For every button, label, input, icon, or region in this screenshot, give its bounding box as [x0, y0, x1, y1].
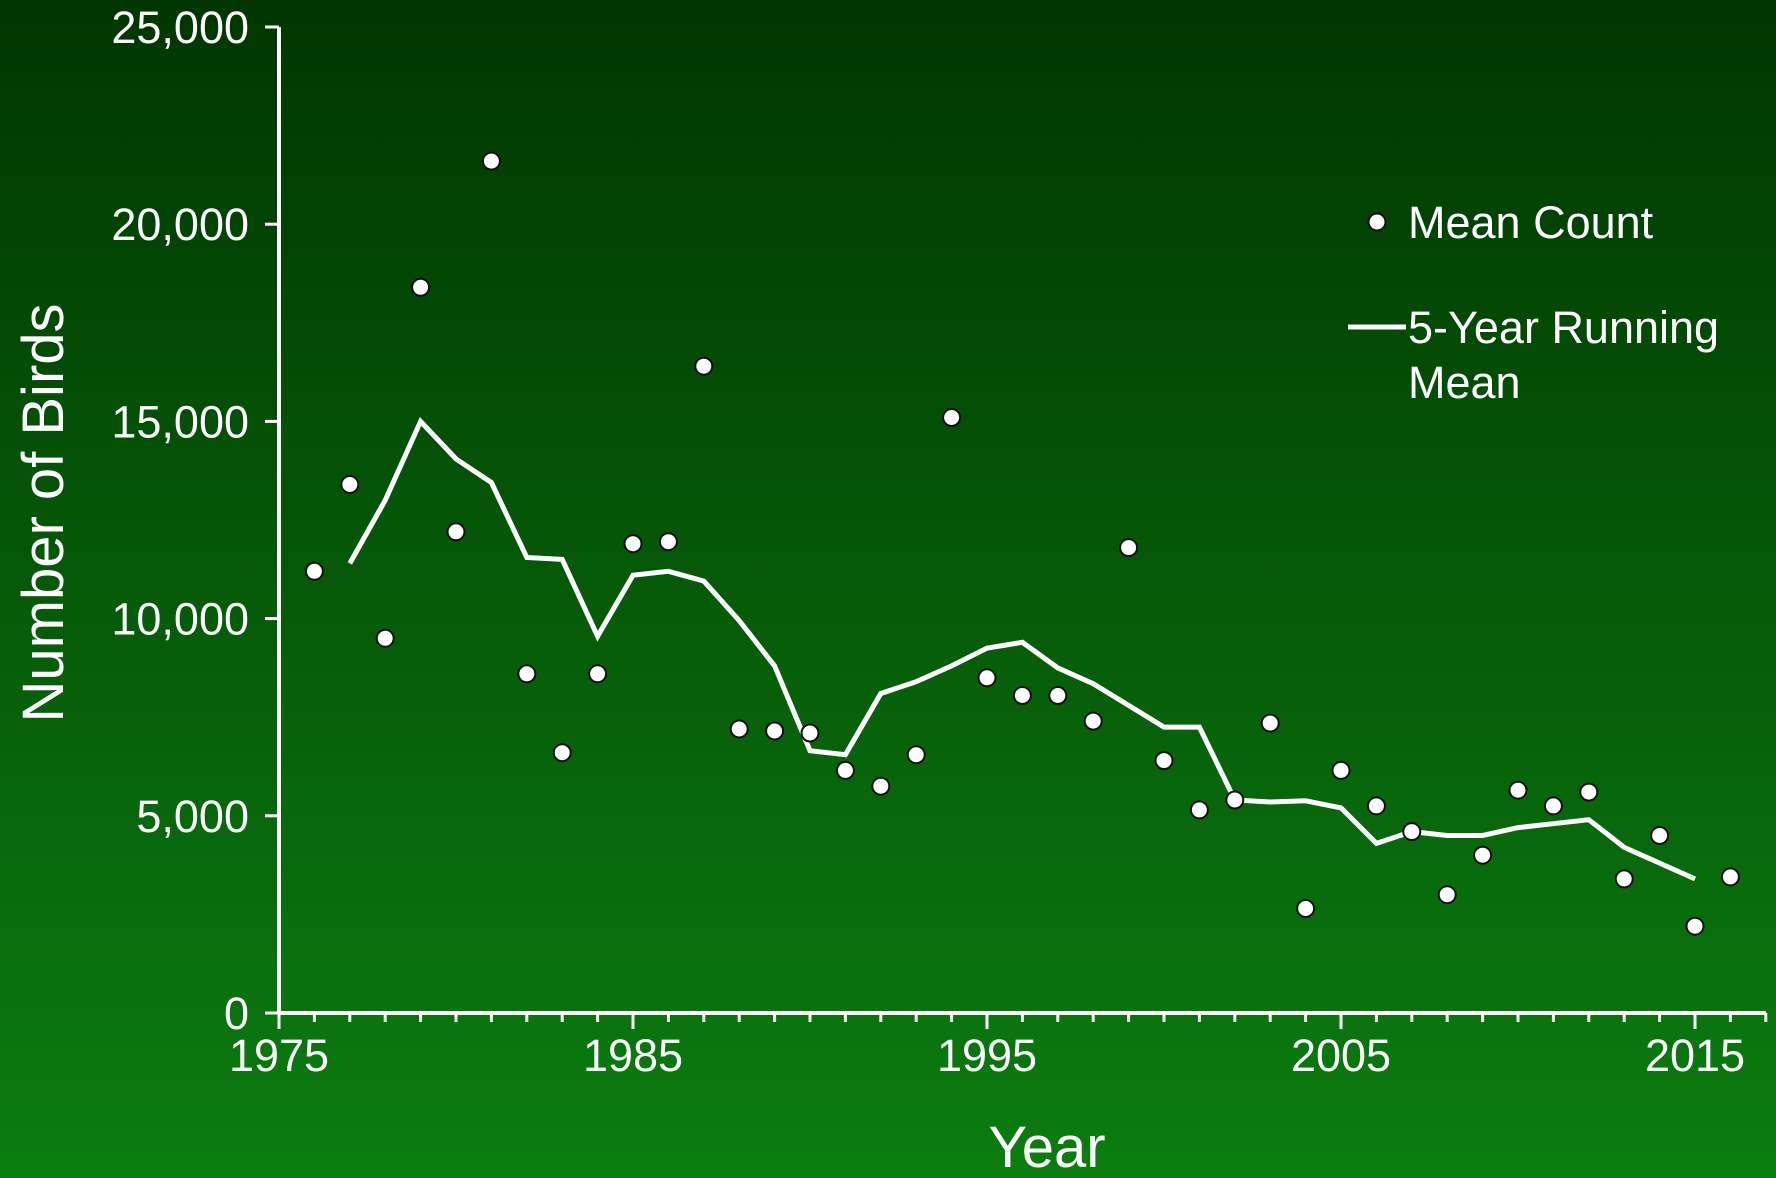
mean-count-point — [1579, 782, 1599, 802]
mean-count-point — [1650, 826, 1670, 845]
mean-count-point — [1012, 686, 1032, 705]
mean-count-point — [765, 721, 785, 741]
y-tick-label: 0 — [224, 988, 249, 1039]
legend-marker-mean-count — [1367, 212, 1387, 232]
y-tick-label: 25,000 — [111, 2, 249, 53]
legend: Mean Count 5-Year Running Mean — [1348, 197, 1719, 408]
mean-count-point — [1437, 885, 1457, 905]
plot-area — [304, 151, 1740, 936]
mean-count-point — [304, 561, 324, 581]
y-tick-label: 20,000 — [111, 199, 249, 250]
running-mean-line — [347, 416, 1697, 882]
x-axis-title: Year — [988, 1115, 1105, 1178]
mean-count-point — [1225, 790, 1245, 810]
mean-count-point — [729, 719, 749, 739]
x-tick-label: 1985 — [583, 1030, 683, 1081]
y-tick-label: 10,000 — [111, 594, 249, 645]
mean-count-point — [623, 534, 643, 554]
mean-count-point — [552, 743, 572, 763]
mean-count-point — [1189, 800, 1209, 820]
mean-count-point — [1331, 760, 1351, 780]
mean-count-point — [588, 664, 608, 684]
mean-count-point — [517, 664, 537, 684]
x-tick-label: 2005 — [1291, 1030, 1391, 1081]
y-tick-label: 5,000 — [136, 791, 249, 842]
y-axis-title: Number of Birds — [11, 303, 76, 722]
mean-count-point — [942, 408, 962, 427]
mean-count-point — [340, 475, 360, 494]
mean-count-point — [375, 628, 395, 648]
mean-count-point — [835, 760, 855, 780]
x-tick-label: 1975 — [229, 1030, 329, 1081]
legend-label-mean-count: Mean Count — [1408, 197, 1654, 248]
mean-count-point — [694, 356, 714, 376]
x-tick-label: 1995 — [937, 1030, 1037, 1081]
mean-count-point — [1685, 916, 1705, 936]
x-tick-label: 2015 — [1645, 1030, 1745, 1081]
mean-count-point — [1083, 711, 1103, 731]
legend-label-running-mean-line1: 5-Year Running — [1408, 302, 1719, 353]
mean-count-point — [1508, 780, 1528, 800]
mean-count-point — [800, 723, 820, 743]
mean-count-point — [658, 532, 678, 552]
mean-count-point — [1614, 869, 1634, 889]
mean-count-point — [411, 277, 431, 297]
mean-count-point — [977, 668, 997, 688]
mean-count-point — [481, 151, 501, 171]
mean-count-point — [1543, 796, 1563, 816]
mean-count-point — [1154, 751, 1174, 771]
mean-count-point — [1720, 867, 1740, 887]
mean-count-point — [1366, 796, 1386, 816]
mean-count-point — [906, 745, 926, 765]
mean-count-point — [1119, 538, 1139, 558]
mean-count-point — [871, 776, 891, 796]
axes: 0 5,000 10,000 15,000 20,000 25,000 1975 1985 19… — [111, 2, 1768, 1081]
y-tick-label: 15,000 — [111, 396, 249, 447]
mean-count-point — [1048, 686, 1068, 705]
mean-count-point — [1402, 822, 1422, 842]
mean-count-point — [1296, 899, 1316, 918]
mean-count-point — [446, 522, 466, 542]
mean-count-point — [1473, 845, 1493, 865]
mean-count-point — [1260, 713, 1280, 733]
legend-label-running-mean-line2: Mean — [1408, 357, 1521, 408]
